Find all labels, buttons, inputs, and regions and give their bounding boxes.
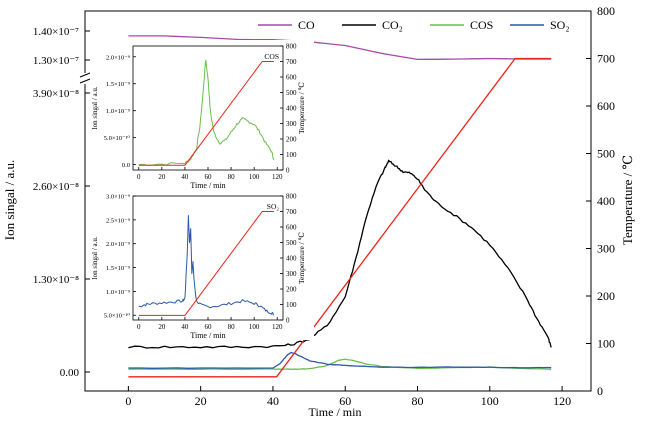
- inset-y-tick-label-left: 1.5×10⁻⁹: [106, 265, 131, 272]
- y-tick-label-right: 200: [597, 289, 615, 303]
- inset-so2-background: [90, 190, 314, 340]
- inset-x-tick-label: 100: [249, 323, 260, 331]
- y-axis-label-left: Ion singal / a.u.: [2, 160, 17, 241]
- inset-x-tick-label: 0: [137, 323, 141, 331]
- inset-y-tick-label-right: 500: [286, 89, 297, 97]
- inset-x-tick-label: 100: [249, 173, 260, 181]
- x-tick-label: 0: [125, 394, 131, 408]
- inset-y-tick-label-right: 200: [286, 286, 297, 294]
- inset-panel-label: COS: [264, 52, 279, 61]
- x-tick-label: 60: [339, 394, 351, 408]
- x-tick-label: 100: [481, 394, 499, 408]
- inset-y-tick-label-left: 1.5×10⁻⁹: [106, 81, 131, 88]
- inset-y-axis-label-left: Ion singal / a.u.: [91, 86, 99, 130]
- y-tick-label-left: 1.30×10⁻⁷: [33, 55, 79, 67]
- inset-x-tick-label: 60: [205, 323, 213, 331]
- legend-label: SO₂: [550, 18, 570, 32]
- series-line-0: [128, 35, 552, 61]
- inset-so2-plot: 0 20 40 60 80 100 120 5.0×10⁻¹⁰ 1.0×10⁻⁹ 1.5×10⁻⁹…: [91, 193, 306, 341]
- inset-y-tick-label-left: 5.0×10⁻¹⁰: [104, 135, 131, 142]
- inset-x-axis-label: Time / min: [190, 181, 225, 190]
- inset-x-axis-label: Time / min: [190, 331, 225, 340]
- inset-x-tick-label: 0: [137, 173, 141, 181]
- y-tick-label-right: 0: [597, 384, 603, 398]
- inset-y-tick-label-right: 800: [286, 193, 297, 201]
- y-tick-label-left: 1.40×10⁻⁷: [33, 26, 79, 38]
- inset-y-tick-label-right: 200: [286, 136, 297, 144]
- x-axis-label: Time / min: [309, 405, 362, 419]
- main-axis-ticks: 0 20 40 60 80 100 1200.001.30×10⁻⁸2.60×10⁻⁸3.9…: [33, 4, 615, 408]
- inset-x-tick-label: 120: [272, 323, 283, 331]
- inset-y-tick-label-left: 5.0×10⁻¹⁰: [104, 313, 131, 320]
- x-tick-label: 40: [267, 394, 279, 408]
- inset-y-tick-label-left: 3.0×10⁻⁹: [106, 194, 131, 201]
- y-tick-label-right: 500: [597, 147, 615, 161]
- inset-y-tick-label-right: 500: [286, 239, 297, 247]
- axis-break-gap: [80, 73, 90, 84]
- series-line-4: [128, 57, 552, 378]
- inset-x-tick-label: 20: [158, 173, 166, 181]
- series-line-3: [128, 351, 552, 369]
- inset-y-tick-label-left: 0.0: [122, 162, 130, 169]
- inset-cos-plot: 0 20 40 60 80 100 120 0.0 5.0×10⁻¹⁰ 1.0×10⁻⁹ 1.5×1…: [91, 43, 306, 191]
- y-tick-label-left: 0.00: [60, 367, 80, 379]
- y-tick-label-left: 1.30×10⁻⁸: [33, 274, 79, 286]
- y-tick-label-right: 300: [597, 242, 615, 256]
- inset-x-tick-label: 60: [205, 173, 213, 181]
- y-tick-label-left: 2.60×10⁻⁸: [33, 181, 79, 193]
- inset-series-line-1: [138, 211, 274, 316]
- inset-x-tick-label: 120: [272, 173, 283, 181]
- inset-y-tick-label-left: 1.0×10⁻⁹: [106, 289, 131, 296]
- inset-y-axis-label-right: Temperature / ℃: [297, 232, 306, 284]
- inset-series-line-1: [138, 61, 274, 166]
- inset-y-tick-label-right: 300: [286, 270, 297, 278]
- inset-y-axis-label-right: Temperature / ℃: [297, 82, 306, 134]
- inset-y-tick-label-right: 100: [286, 151, 297, 159]
- y-tick-label-right: 800: [597, 4, 615, 18]
- series-line-1: [128, 159, 552, 349]
- y-tick-label-left: 3.90×10⁻⁸: [33, 88, 79, 100]
- inset-y-tick-label-right: 700: [286, 58, 297, 66]
- inset-y-tick-label-left: 2.0×10⁻⁹: [106, 241, 131, 248]
- legend-label: COS: [470, 18, 493, 32]
- inset-x-tick-label: 20: [158, 323, 166, 331]
- inset-y-tick-label-right: 600: [286, 224, 297, 232]
- inset-x-tick-label: 40: [181, 323, 189, 331]
- inset-y-tick-label-left: 2.0×10⁻⁹: [106, 54, 131, 61]
- inset-y-tick-label-right: 0: [286, 167, 290, 175]
- x-tick-label: 20: [195, 394, 207, 408]
- y-tick-label-right: 100: [597, 337, 615, 351]
- inset-y-tick-label-right: 100: [286, 301, 297, 309]
- inset-panel-label: SO₂: [267, 202, 280, 211]
- inset-y-axis-label-left: Ion singal / a.u.: [91, 236, 99, 280]
- inset-x-tick-label: 80: [228, 173, 236, 181]
- inset-y-tick-label-left: 1.0×10⁻⁹: [106, 108, 131, 115]
- axis-break-mark: [79, 78, 91, 84]
- legend-label: CO: [298, 18, 315, 32]
- inset-x-tick-label: 80: [228, 323, 236, 331]
- x-tick-label: 120: [553, 394, 571, 408]
- inset-y-tick-label-left: 2.5×10⁻⁹: [106, 217, 131, 224]
- inset-y-tick-label-right: 800: [286, 43, 297, 51]
- inset-y-tick-label-right: 300: [286, 120, 297, 128]
- inset-x-tick-label: 40: [181, 173, 189, 181]
- inset-series-line-0: [138, 215, 275, 316]
- inset-cos-background: [90, 40, 314, 188]
- y-tick-label-right: 400: [597, 194, 615, 208]
- x-tick-label: 80: [412, 394, 424, 408]
- legend: CO CO₂ COS SO₂: [258, 18, 570, 32]
- y-tick-label-right: 600: [597, 99, 615, 113]
- y-axis-label-right: Temperature / ℃: [620, 155, 635, 245]
- y-tick-label-right: 700: [597, 52, 615, 66]
- legend-label: CO₂: [382, 18, 403, 32]
- inset-y-tick-label-right: 400: [286, 105, 297, 113]
- inset-y-tick-label-right: 600: [286, 74, 297, 82]
- inset-y-tick-label-right: 700: [286, 208, 297, 216]
- inset-y-tick-label-right: 0: [286, 317, 290, 325]
- main-series-lines: [128, 35, 552, 378]
- inset-y-tick-label-right: 400: [286, 255, 297, 263]
- axis-break-mark: [79, 72, 91, 78]
